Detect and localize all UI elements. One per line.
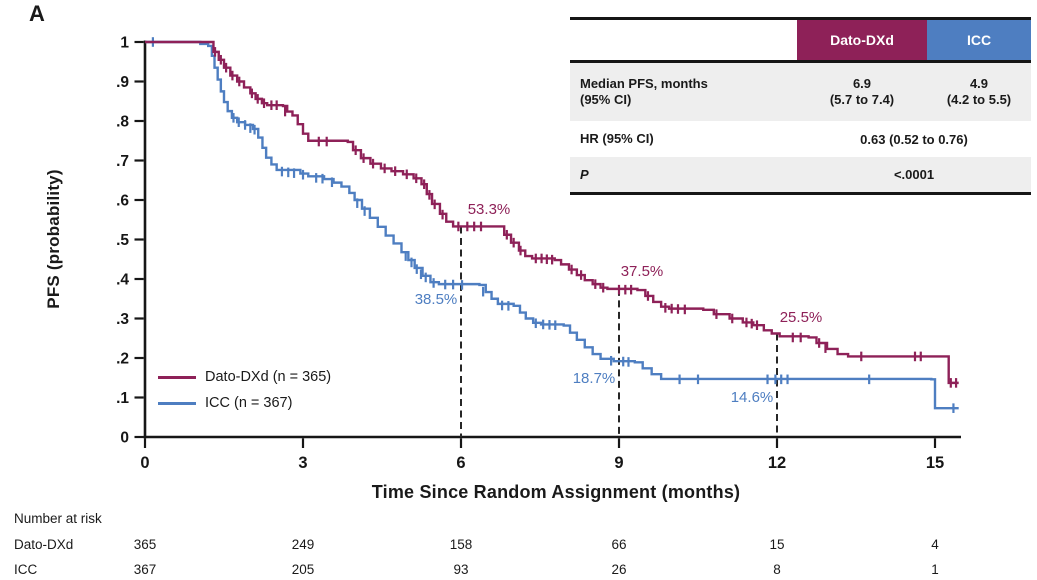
x-axis-title: Time Since Random Assignment (months) [371, 482, 741, 502]
y-tick-label: .6 [116, 193, 129, 210]
km-curve-dato [145, 40, 959, 388]
median-pfs-dato-value: 6.9 (5.7 to 7.4) [829, 76, 895, 107]
median-pfs-label: Median PFS, months (95% CI) [580, 76, 708, 107]
y-axis-title: PFS (probability) [44, 169, 63, 309]
landmark-percentage-label: 25.5% [780, 309, 823, 326]
icc-line-swatch [158, 401, 196, 405]
risk-value: 158 [449, 537, 473, 552]
y-tick-label: .8 [116, 114, 129, 131]
stats-row-median-pfs: Median PFS, months (95% CI) 6.9 (5.7 to … [570, 63, 1031, 121]
panel-label: A [29, 1, 45, 26]
y-tick-label: .9 [116, 74, 129, 91]
y-tick-label: 0 [120, 430, 129, 447]
stats-table-header: Dato-DXd ICC [570, 20, 1031, 63]
stats-table: Dato-DXd ICC Median PFS, months (95% CI)… [570, 17, 1031, 195]
stats-header-dato: Dato-DXd [797, 20, 927, 60]
x-tick-label: 0 [140, 454, 149, 472]
survival-step-line [145, 40, 959, 410]
x-tick-label: 9 [614, 454, 623, 472]
risk-value: 365 [133, 537, 157, 552]
x-tick-label: 15 [926, 454, 944, 472]
y-tick-label: .3 [116, 311, 129, 328]
y-tick-label: 1 [120, 35, 129, 52]
median-pfs-icc-value: 4.9 (4.2 to 5.5) [946, 76, 1012, 107]
p-label: P [580, 166, 589, 182]
risk-value: 8 [773, 562, 781, 577]
risk-row-label-icc: ICC [14, 562, 38, 577]
y-tick-label: .4 [116, 272, 129, 289]
landmark-percentage-label: 53.3% [468, 201, 511, 218]
risk-value: 4 [931, 537, 939, 552]
legend-item-icc: ICC (n = 367) [158, 390, 331, 416]
y-tick-label: .7 [116, 153, 129, 170]
legend: Dato-DXd (n = 365) ICC (n = 367) [158, 364, 331, 416]
landmark-percentage-label: 38.5% [415, 291, 458, 308]
legend-item-dato: Dato-DXd (n = 365) [158, 364, 331, 390]
stats-header-blank-cell [570, 20, 797, 60]
landmark-percentage-label: 37.5% [621, 263, 664, 280]
p-value: <.0001 [893, 167, 935, 182]
y-tick-label: .2 [116, 351, 129, 368]
x-tick-label: 3 [298, 454, 307, 472]
legend-label-dato: Dato-DXd (n = 365) [205, 369, 332, 385]
legend-label-icc: ICC (n = 367) [205, 395, 293, 411]
km-curve-icc [145, 37, 959, 413]
risk-value: 205 [291, 562, 315, 577]
number-at-risk-title: Number at risk [14, 511, 102, 526]
landmark-percentage-label: 14.6% [731, 389, 774, 406]
risk-value: 26 [611, 562, 627, 577]
y-tick-label: .5 [116, 232, 129, 249]
risk-value: 249 [291, 537, 315, 552]
risk-value: 66 [611, 537, 627, 552]
stats-header-icc: ICC [927, 20, 1031, 60]
risk-value: 15 [769, 537, 785, 552]
x-tick-label: 12 [768, 454, 786, 472]
risk-row-label-dato: Dato-DXd [14, 537, 74, 552]
stats-row-p: P <.0001 [570, 157, 1031, 192]
y-tick-label: .1 [116, 390, 129, 407]
hr-value: 0.63 (0.52 to 0.76) [860, 131, 968, 147]
axes: 0 .1 .2 .3 .4 .5 .6 .7 .8 .9 1 0 3 6 9 12 15 [116, 35, 961, 472]
landmark-percentage-label: 18.7% [573, 370, 616, 387]
risk-value: 1 [931, 562, 939, 577]
hr-label: HR (95% CI) [580, 131, 654, 146]
stats-row-hr: HR (95% CI) 0.63 (0.52 to 0.76) [570, 121, 1031, 157]
dato-line-swatch [158, 375, 196, 379]
risk-value: 367 [133, 562, 157, 577]
risk-value: 93 [453, 562, 469, 577]
x-tick-label: 6 [456, 454, 465, 472]
